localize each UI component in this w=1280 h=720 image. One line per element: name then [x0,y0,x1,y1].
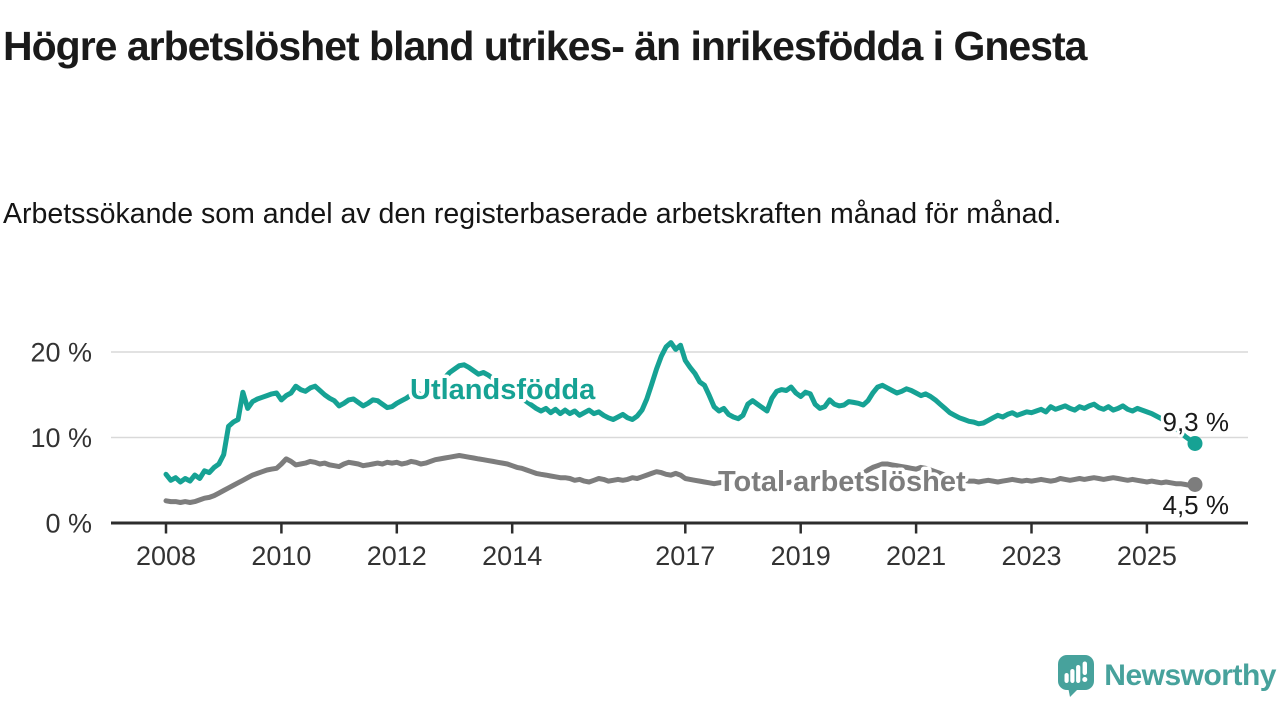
y-axis-tick-label: 10 % [30,423,92,453]
x-axis-tick-label: 2025 [1117,541,1177,571]
y-axis-tick-label: 20 % [30,338,92,368]
x-axis-tick-label: 2017 [655,541,715,571]
newsworthy-logo-text: Newsworthy [1104,659,1276,692]
x-axis-tick-label: 2012 [367,541,427,571]
x-axis-tick-label: 2021 [886,541,946,571]
x-axis-tick-label: 2023 [1001,541,1061,571]
utlandsfodda-series-label: Utlandsfödda [410,374,596,406]
x-axis-tick-label: 2010 [251,541,311,571]
total-arbetsloshet-series-label: Total arbetslöshet [718,466,966,498]
chart-subtitle: Arbetssökande som andel av den registerb… [3,198,1062,230]
chart-title: Högre arbetslöshet bland utrikes- än inr… [3,23,1087,69]
total-arbetsloshet-line [163,453,1198,505]
total-arbetsloshet-end-value-label: 4,5 % [1163,490,1230,520]
x-axis-tick-label: 2019 [771,541,831,571]
x-axis-tick-label: 2008 [136,541,196,571]
utlandsfodda-end-value-label: 9,3 % [1163,407,1230,437]
utlandsfodda-end-dot [1187,436,1203,451]
y-axis-tick-label: 0 % [45,509,92,539]
newsworthy-logo-icon [1058,655,1095,697]
newsworthy-logo: Newsworthy [1057,654,1276,698]
utlandsfodda-line [163,340,1198,485]
x-axis-tick-label: 2014 [482,541,542,571]
total-arbetsloshet-end-dot [1187,477,1203,492]
